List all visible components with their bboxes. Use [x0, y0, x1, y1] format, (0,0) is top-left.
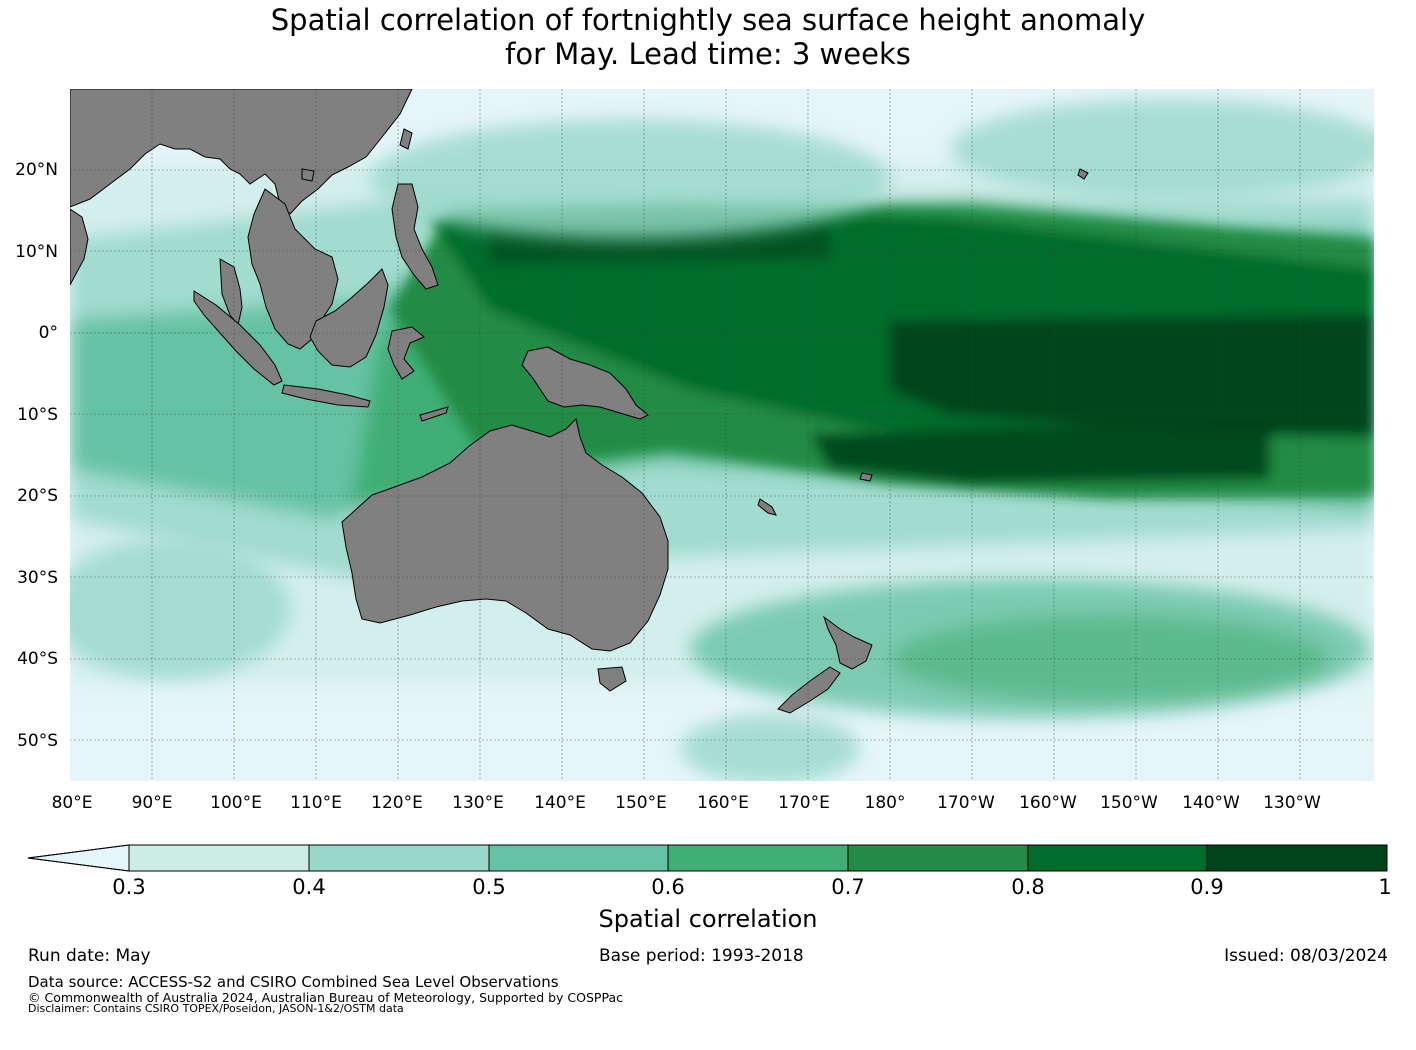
lat-label-20n: 20°N: [15, 160, 58, 180]
colorbar-label: Spatial correlation: [598, 905, 818, 933]
lon-label-110e: 110°E: [290, 793, 342, 813]
lat-label-30s: 30°S: [17, 568, 58, 588]
lat-label-10s: 10°S: [17, 405, 58, 425]
lon-label-180: 180°: [864, 793, 906, 813]
colorbar-bin-0-8: [1028, 845, 1207, 871]
colorbar-tick: 0.6: [651, 875, 685, 899]
new-caledonia-land: [757, 498, 777, 516]
malay-peninsula-land: [219, 258, 243, 327]
sumatra-land: [193, 290, 283, 386]
lon-label-80e: 80°E: [51, 793, 93, 813]
data-source: Data source: ACCESS-S2 and CSIRO Combine…: [28, 973, 559, 991]
colorbar-tick: 0.3: [112, 875, 146, 899]
colorbar-bin-0-7: [848, 845, 1028, 871]
java-land: [281, 384, 371, 408]
lat-label-40s: 40°S: [17, 649, 58, 669]
tasmania-land: [597, 666, 627, 692]
lon-label-140e: 140°E: [534, 793, 586, 813]
colorbar-tick: 0.7: [831, 875, 865, 899]
colorbar-bin-0-6: [668, 845, 848, 871]
lon-label-170w: 170°W: [937, 793, 995, 813]
lon-label-100e: 100°E: [210, 793, 262, 813]
lon-label-120e: 120°E: [371, 793, 423, 813]
lon-label-150e: 150°E: [615, 793, 667, 813]
sulawesi-land: [387, 326, 425, 380]
colorbar-outline: [27, 844, 1388, 872]
india-tip-land: [70, 208, 89, 286]
lon-label-130w: 130°W: [1263, 793, 1321, 813]
lat-label-50s: 50°S: [17, 731, 58, 751]
map-title-line-1: Spatial correlation of fortnightly sea s…: [270, 3, 1146, 37]
hawaii-land: [1077, 168, 1089, 180]
lon-label-90e: 90°E: [131, 793, 173, 813]
south-equatorial-peak: [810, 419, 1270, 484]
borneo-land: [309, 268, 389, 368]
colorbar: [27, 844, 1388, 872]
lon-label-130e: 130°E: [452, 793, 504, 813]
lon-label-170e: 170°E: [778, 793, 830, 813]
lon-label-150w: 150°W: [1100, 793, 1158, 813]
taiwan-land: [399, 128, 413, 150]
equatorial-peak: [890, 315, 1374, 434]
colorbar-tick: 0.8: [1011, 875, 1045, 899]
colorbar-bin-0-9: [1207, 845, 1387, 871]
colorbar-bin-0-3: [129, 845, 309, 871]
north-pacific-patch: [370, 119, 890, 239]
colorbar-tick: 0.5: [472, 875, 506, 899]
colorbar-tick: 1: [1378, 875, 1392, 899]
new-guinea-land: [521, 346, 649, 420]
lat-label-equator: 0°: [38, 323, 58, 343]
australia-land: [341, 418, 669, 652]
run-date: Run date: May: [28, 946, 151, 966]
graticule: [70, 89, 1374, 781]
colorbar-extend-arrow: [27, 844, 130, 872]
map-title-line-2: for May. Lead time: 3 weeks: [505, 37, 911, 71]
lon-label-140w: 140°W: [1182, 793, 1240, 813]
lon-label-160w: 160°W: [1019, 793, 1077, 813]
asia-land: [70, 89, 413, 215]
map-canvas: [70, 89, 1374, 781]
lat-label-10n: 10°N: [15, 242, 58, 262]
disclaimer: Disclaimer: Contains CSIRO TOPEX/Poseido…: [28, 1002, 404, 1015]
colorbar-tick: 0.9: [1190, 875, 1224, 899]
correlation-map: [70, 89, 1374, 781]
hainan-land: [301, 168, 315, 182]
land-masses: [70, 89, 1089, 714]
colorbar-bin-0-4: [309, 845, 489, 871]
lon-label-160e: 160°E: [697, 793, 749, 813]
colorbar-bin-0-5: [489, 845, 668, 871]
issued-date: Issued: 08/03/2024: [1224, 946, 1388, 966]
tasman-south-patch: [680, 714, 860, 781]
indochina-land: [247, 188, 339, 350]
indian-ocean-patch: [70, 539, 290, 679]
copyright-notice: © Commonwealth of Australia 2024, Austra…: [28, 990, 623, 1005]
correlation-field: [70, 99, 1374, 781]
fiji-land: [859, 472, 873, 482]
philippines-land: [391, 183, 439, 290]
new-zealand-south-land: [777, 666, 841, 714]
lat-label-20s: 20°S: [17, 486, 58, 506]
north-east-patch: [950, 99, 1374, 199]
colorbar-tick: 0.4: [292, 875, 326, 899]
new-zealand-north-land: [823, 615, 873, 670]
base-period: Base period: 1993-2018: [599, 946, 804, 966]
